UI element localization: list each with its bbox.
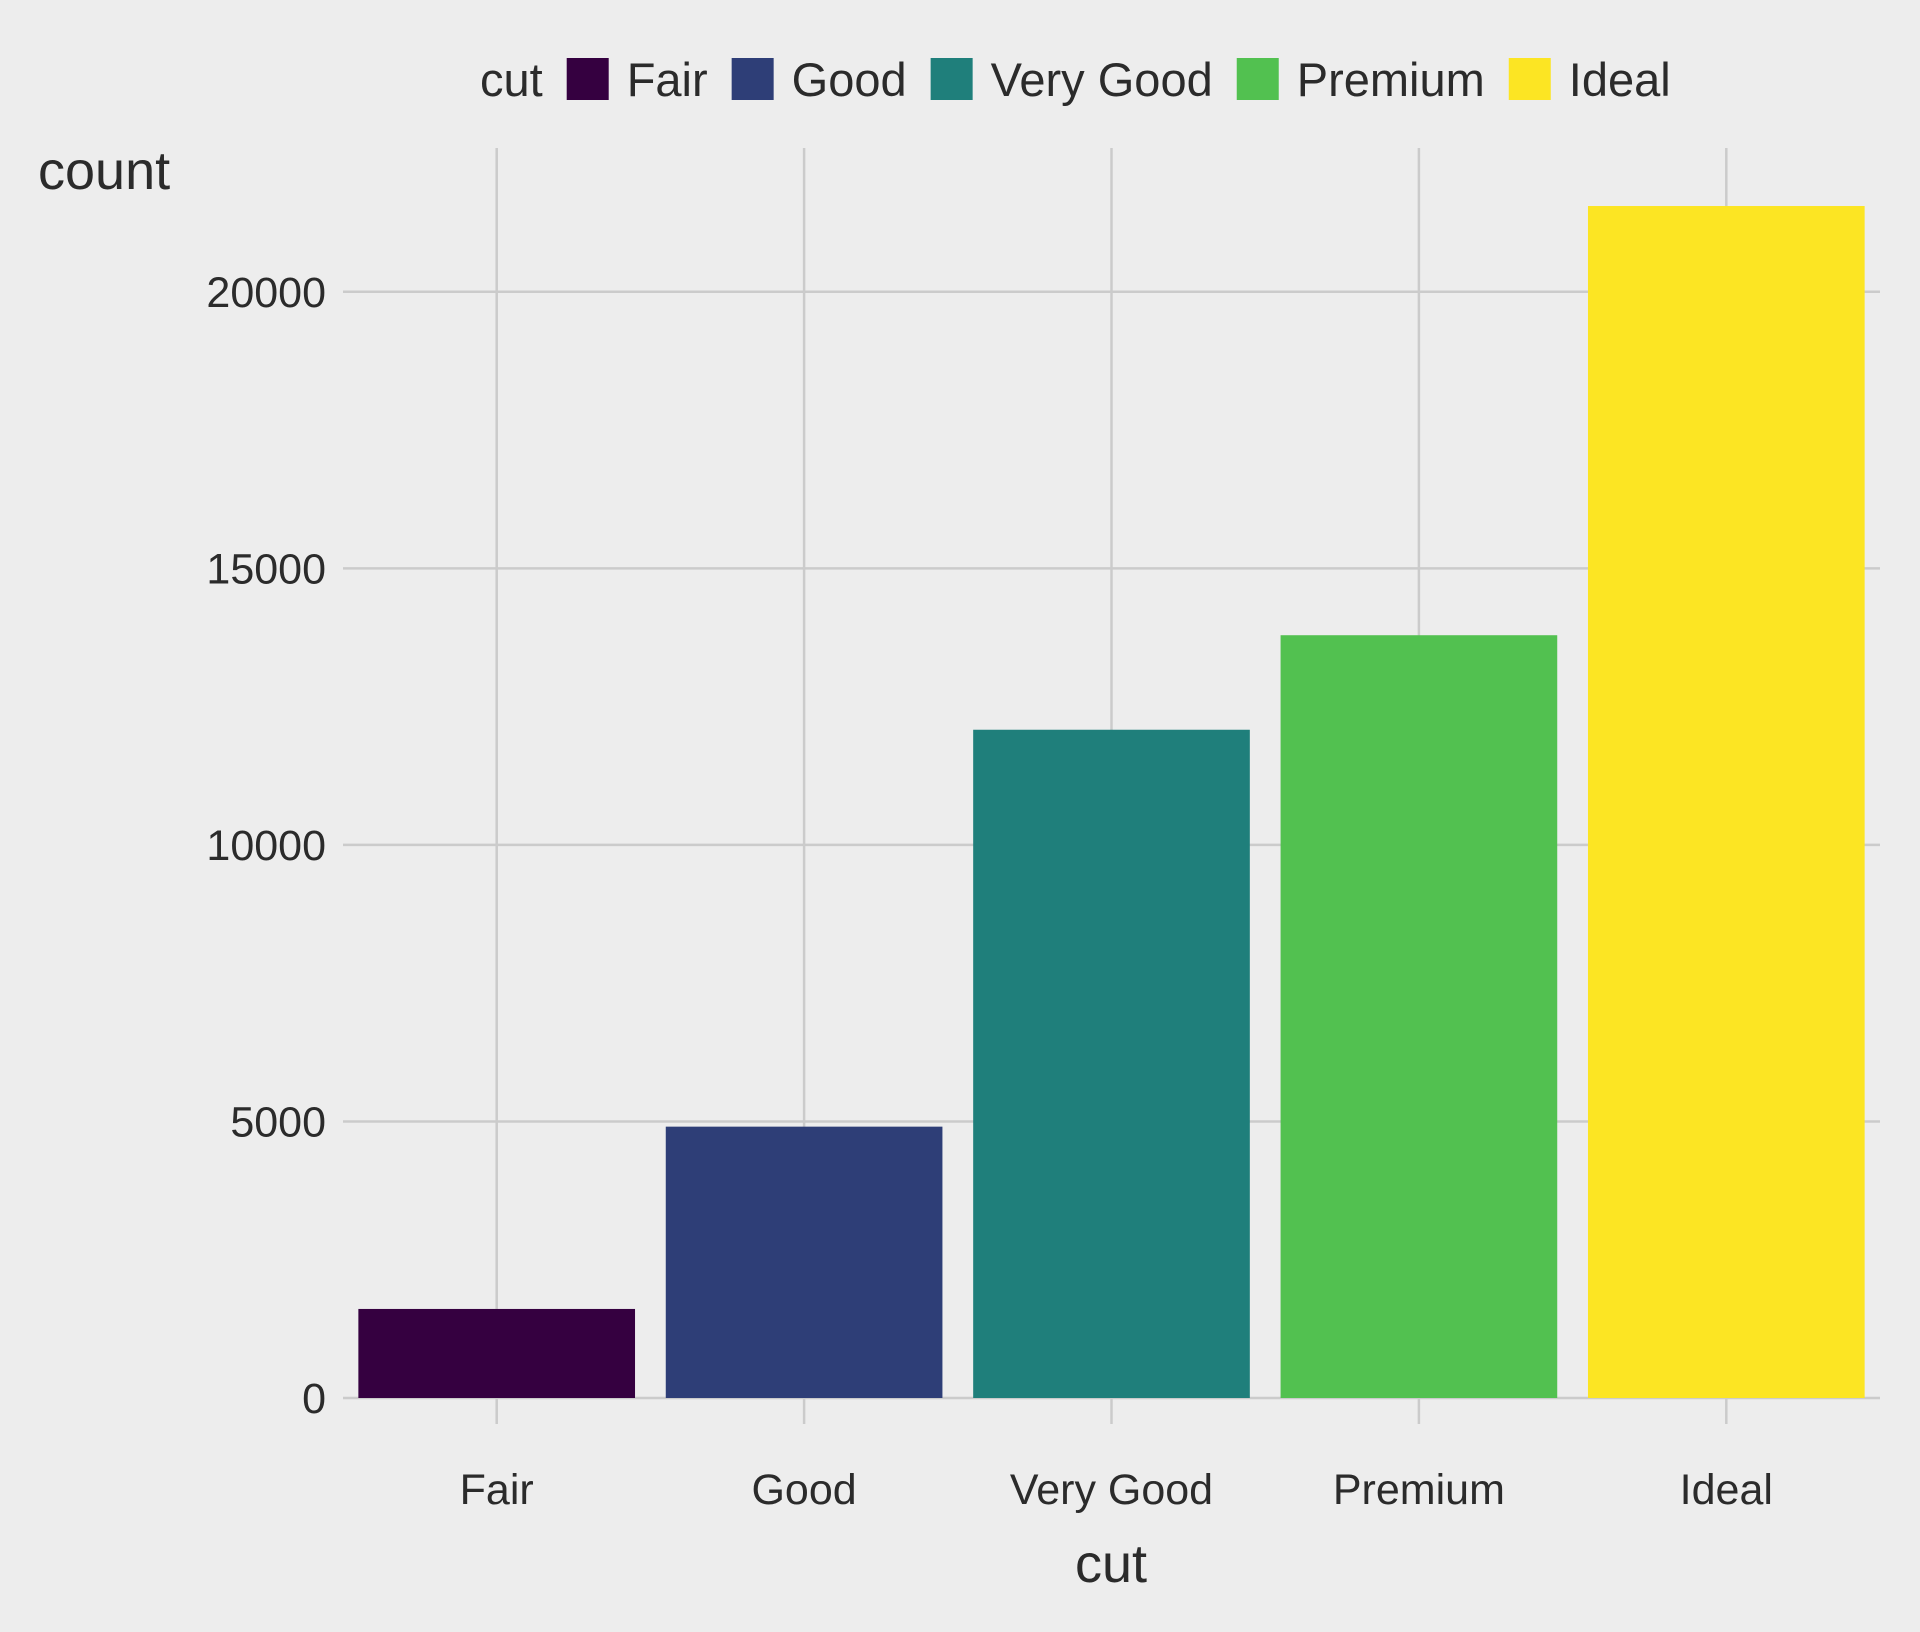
legend-title: cut — [480, 53, 543, 106]
legend-swatch — [1236, 58, 1279, 100]
legend: cut Fair Good Very Good Premium Ideal — [480, 53, 1671, 106]
legend-swatch — [731, 58, 774, 100]
x-tick-label: Fair — [460, 1466, 534, 1514]
legend-item-good: Good — [731, 53, 907, 106]
legend-label: Premium — [1297, 53, 1485, 106]
bar-fair — [358, 1308, 636, 1398]
bar-premium — [1280, 635, 1558, 1398]
x-tick-label: Premium — [1333, 1466, 1505, 1514]
y-tick-label: 0 — [302, 1375, 326, 1423]
y-tick-label: 5000 — [230, 1098, 326, 1146]
legend-item-ideal: Ideal — [1508, 53, 1671, 106]
legend-item-very-good: Very Good — [930, 53, 1213, 106]
y-tick-label: 10000 — [206, 822, 326, 870]
legend-label: Very Good — [991, 53, 1213, 106]
y-axis-title: count — [38, 141, 170, 201]
y-tick-label: 15000 — [206, 545, 326, 593]
legend-swatch — [1508, 58, 1551, 100]
y-axis-tick-labels: 0 5000 10000 15000 20000 — [206, 269, 326, 1423]
legend-label: Good — [792, 53, 907, 106]
legend-swatch — [566, 58, 609, 100]
y-tick-label: 20000 — [206, 269, 326, 317]
legend-label: Fair — [627, 53, 708, 106]
legend-item-premium: Premium — [1236, 53, 1485, 106]
x-axis-title: cut — [1075, 1534, 1147, 1594]
legend-item-fair: Fair — [566, 53, 708, 106]
bar-ideal — [1587, 206, 1865, 1399]
x-tick-label: Good — [751, 1466, 856, 1514]
bar-very-good — [973, 729, 1250, 1398]
legend-label: Ideal — [1569, 53, 1671, 106]
bars — [358, 206, 1865, 1399]
legend-swatch — [930, 58, 973, 100]
bar-good — [665, 1126, 943, 1398]
x-tick-label: Ideal — [1680, 1466, 1773, 1514]
x-axis-tick-labels: Fair Good Very Good Premium Ideal — [460, 1466, 1773, 1514]
x-tick-label: Very Good — [1010, 1466, 1213, 1514]
